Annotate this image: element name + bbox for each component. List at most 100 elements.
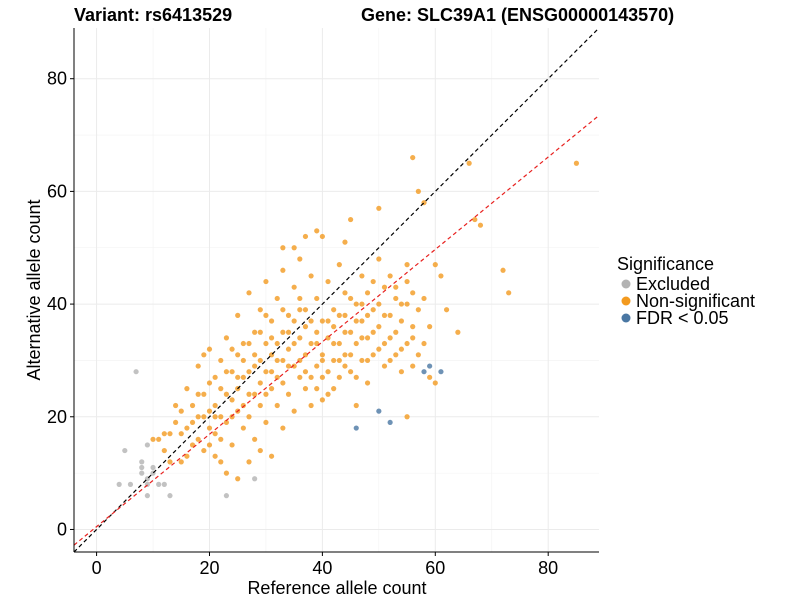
point-non-significant [229, 414, 235, 420]
point-non-significant [381, 284, 388, 290]
point-non-significant [173, 419, 179, 426]
point-non-significant [268, 386, 275, 392]
point-non-significant [398, 318, 405, 324]
point-non-significant [291, 408, 297, 414]
y-tick-label: 80 [47, 69, 67, 89]
point-non-significant [274, 340, 280, 347]
point-non-significant [257, 380, 263, 386]
point-non-significant [285, 329, 292, 335]
point-non-significant [263, 369, 269, 375]
point-excluded [223, 493, 230, 499]
point-non-significant [206, 408, 213, 414]
chart-title-gene: Gene: SLC39A1 (ENSG00000143570) [361, 5, 674, 25]
point-non-significant [376, 205, 382, 211]
point-non-significant [297, 256, 303, 262]
point-non-significant [268, 335, 275, 341]
point-non-significant [342, 239, 348, 245]
point-non-significant [274, 357, 280, 364]
point-non-significant [240, 357, 246, 364]
point-non-significant [223, 470, 230, 476]
point-non-significant [167, 431, 173, 437]
point-excluded [139, 470, 145, 476]
point-non-significant [263, 391, 269, 397]
point-non-significant [319, 233, 325, 240]
point-non-significant [427, 324, 433, 330]
point-non-significant [201, 352, 207, 358]
point-non-significant [342, 329, 348, 335]
point-non-significant [387, 273, 393, 279]
point-non-significant [274, 374, 280, 380]
point-non-significant [246, 459, 252, 465]
reference-line-fit [73, 114, 600, 546]
point-non-significant [393, 352, 399, 358]
point-non-significant [150, 436, 156, 442]
point-non-significant [314, 295, 320, 302]
point-non-significant [268, 453, 275, 459]
point-non-significant [393, 295, 399, 302]
point-non-significant [387, 335, 393, 341]
point-non-significant [274, 402, 280, 409]
point-non-significant [364, 380, 371, 386]
point-non-significant [184, 453, 190, 459]
point-non-significant [291, 318, 297, 324]
point-non-significant [189, 419, 196, 426]
point-non-significant [398, 301, 405, 307]
point-non-significant [466, 160, 472, 166]
point-non-significant [280, 380, 286, 386]
point-non-significant [342, 312, 348, 318]
point-non-significant [235, 352, 241, 358]
point-non-significant [223, 369, 230, 375]
point-non-significant [246, 340, 252, 347]
point-non-significant [348, 369, 354, 375]
x-tick-label: 60 [425, 558, 445, 578]
point-non-significant [252, 363, 258, 369]
point-non-significant [223, 335, 230, 341]
point-non-significant [455, 329, 461, 335]
legend-label-excluded: Excluded [636, 274, 710, 294]
point-non-significant [240, 402, 246, 409]
point-fdr-0-05 [376, 408, 382, 414]
point-non-significant [280, 307, 286, 313]
point-fdr-0-05 [438, 369, 444, 375]
point-excluded [167, 493, 173, 499]
point-non-significant [201, 414, 207, 420]
y-tick-label: 40 [47, 294, 67, 314]
point-non-significant [404, 301, 410, 307]
point-non-significant [252, 391, 258, 397]
reference-line-identity [73, 27, 600, 553]
point-non-significant [212, 402, 218, 409]
point-non-significant [438, 273, 444, 279]
point-non-significant [212, 453, 218, 459]
point-non-significant [308, 402, 314, 409]
point-non-significant [427, 374, 433, 380]
point-non-significant [229, 397, 235, 403]
point-non-significant [381, 363, 388, 369]
point-non-significant [319, 357, 325, 364]
point-non-significant [353, 340, 359, 347]
point-non-significant [348, 352, 354, 358]
point-non-significant [297, 295, 303, 302]
legend-swatch-fdr [621, 313, 631, 323]
y-tick-label: 0 [57, 519, 67, 539]
point-non-significant [302, 324, 309, 330]
point-non-significant [370, 352, 376, 358]
point-non-significant [206, 346, 213, 352]
point-non-significant [206, 380, 213, 386]
point-non-significant [302, 386, 309, 392]
point-non-significant [370, 307, 376, 313]
point-non-significant [252, 436, 258, 442]
point-non-significant [218, 357, 224, 364]
point-non-significant [280, 357, 286, 364]
point-non-significant [291, 245, 297, 251]
point-excluded [252, 476, 258, 482]
point-non-significant [314, 329, 320, 335]
point-non-significant [156, 436, 162, 442]
point-non-significant [195, 436, 201, 442]
point-non-significant [325, 369, 331, 375]
point-non-significant [223, 419, 230, 426]
point-non-significant [387, 357, 393, 364]
point-non-significant [331, 386, 337, 392]
point-non-significant [235, 374, 241, 380]
point-non-significant [263, 340, 269, 347]
point-non-significant [280, 425, 286, 431]
